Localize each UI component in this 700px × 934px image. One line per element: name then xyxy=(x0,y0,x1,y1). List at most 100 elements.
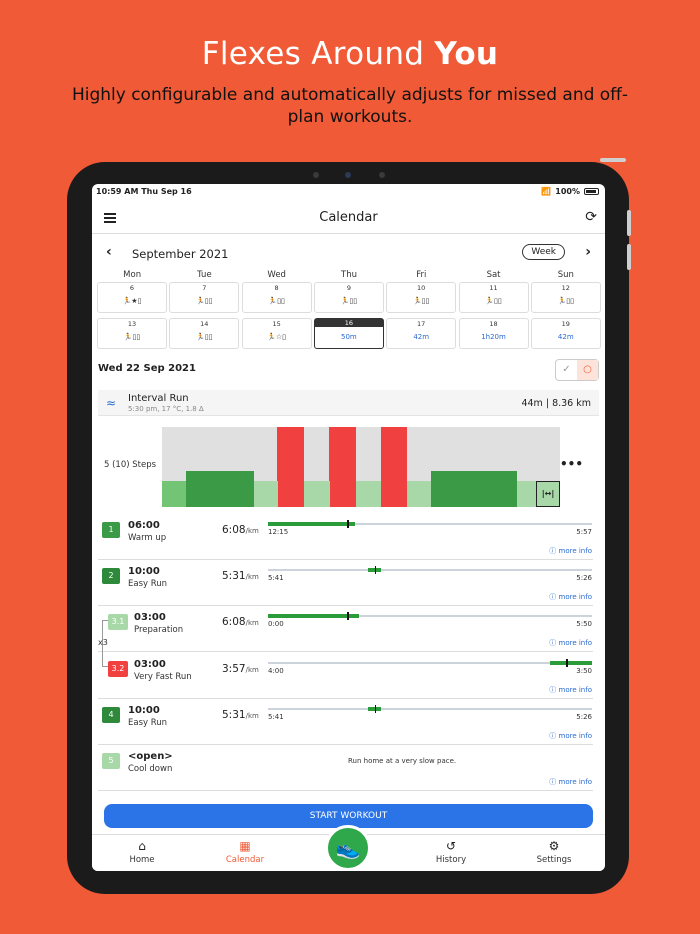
pace-min: 0:00 xyxy=(268,620,284,629)
pace-min: 4:00 xyxy=(268,666,284,675)
more-info-link[interactable]: ⓘ more info xyxy=(549,777,592,787)
volume-up-button xyxy=(627,210,631,236)
promo-title: Flexes Around You xyxy=(201,36,499,72)
calendar-day-9[interactable]: 9 🏃▯▯ xyxy=(313,282,384,313)
check-icon[interactable]: ✓ xyxy=(562,364,571,375)
profile-bar xyxy=(355,480,382,507)
day-workout-summary: 🏃▯▯ xyxy=(123,333,141,341)
day-number: 8 xyxy=(274,284,279,292)
pace-value: 3:57 xyxy=(222,662,246,675)
info-icon: ⓘ xyxy=(549,778,559,786)
calendar-day-8[interactable]: 8 🏃▯▯ xyxy=(241,282,312,313)
pace-min: 12:15 xyxy=(268,528,289,536)
profile-bar xyxy=(380,427,408,507)
day-number: 7 xyxy=(202,284,207,292)
battery-icon xyxy=(584,188,599,195)
fit-width-icon[interactable]: |↔| xyxy=(536,481,560,507)
pace-max: 3:50 xyxy=(576,666,592,675)
wifi-icon: 📶 xyxy=(541,187,552,196)
start-run-shoe-button[interactable]: 👟 xyxy=(325,825,371,871)
pace-target-marker xyxy=(374,704,377,713)
workout-card: ≈ Interval Run 5:30 pm, 17 °C, 1.8 ∆ 44m… xyxy=(98,390,599,800)
calendar-day-10[interactable]: 10 🏃▯▯ xyxy=(386,282,457,313)
calendar-day-18[interactable]: 18 1h20m xyxy=(458,318,529,349)
tab-calendar[interactable]: ▦ Calendar xyxy=(205,839,285,865)
step-row[interactable]: 2 10:00 Easy Run 5:31/km 5:41 5:26 ⓘ more info xyxy=(98,560,593,607)
pace-range-track xyxy=(268,704,592,713)
volume-down-button xyxy=(627,244,631,270)
step-row[interactable]: 3.2 03:00 Very Fast Run 3:57/km 4:00 3:50 ⓘ mo… xyxy=(98,653,593,699)
repeat-bracket xyxy=(102,620,108,667)
calendar-day-13[interactable]: 13 🏃▯▯ xyxy=(97,318,167,349)
more-info-link[interactable]: ⓘ more info xyxy=(549,638,592,648)
workout-duration: 44m xyxy=(521,398,543,409)
pace-range-fill xyxy=(549,660,592,665)
day-number: 17 xyxy=(417,320,426,328)
power-button xyxy=(600,158,626,162)
calendar-day-11[interactable]: 11 🏃▯▯ xyxy=(458,282,529,313)
step-pace: 6:08/km xyxy=(222,524,259,536)
workout-header[interactable]: ≈ Interval Run 5:30 pm, 17 °C, 1.8 ∆ 44m… xyxy=(98,390,599,416)
pace-range-fill xyxy=(268,522,356,526)
more-info-link[interactable]: ⓘ more info xyxy=(549,731,592,741)
info-icon: ⓘ xyxy=(549,639,559,648)
menu-icon[interactable] xyxy=(104,213,116,223)
calendar-day-19[interactable]: 19 42m xyxy=(530,318,601,349)
info-icon: ⓘ xyxy=(549,685,559,694)
more-options-icon[interactable]: ••• xyxy=(559,457,583,471)
step-row[interactable]: 4 10:00 Easy Run 5:31/km 5:41 5:26 ⓘ more info xyxy=(98,699,593,745)
app-screen: 10:59 AM Thu Sep 16 📶 100% Calendar ⟳ ‹ … xyxy=(92,184,605,871)
day-number: 15 xyxy=(272,320,281,328)
step-name: Warm up xyxy=(128,533,167,543)
month-bar: ‹ September 2021 Week › xyxy=(92,242,605,266)
calendar-day-14[interactable]: 14 🏃▯▯ xyxy=(169,318,240,349)
profile-bar xyxy=(185,471,255,507)
tab-settings[interactable]: ⚙ Settings xyxy=(514,839,594,865)
home-icon: ⌂ xyxy=(138,839,146,853)
days-of-week: Mon Tue Wed Thu Fri Sat Sun xyxy=(96,270,602,282)
workout-distance: 8.36 km xyxy=(552,398,591,409)
calendar-day-12[interactable]: 12 🏃▯▯ xyxy=(530,282,601,313)
week-view-button[interactable]: Week xyxy=(522,244,565,260)
pace-target-marker xyxy=(374,566,377,575)
calendar-day-7[interactable]: 7 🏃▯▯ xyxy=(169,282,240,313)
tab-home[interactable]: ⌂ Home xyxy=(102,839,182,865)
workout-summary: 44m | 8.36 km xyxy=(521,398,591,409)
start-workout-button[interactable]: START WORKOUT xyxy=(104,804,593,828)
day-workout-summary: 🏃☆▯ xyxy=(267,333,287,341)
step-duration: <open> xyxy=(128,751,173,762)
day-number: 14 xyxy=(200,320,209,328)
sync-icon[interactable]: ⟳ xyxy=(585,209,597,225)
step-row[interactable]: 3.1 03:00 Preparation 6:08/km 0:00 5:50 ⓘ more… xyxy=(98,606,593,653)
tab-label: Home xyxy=(129,855,155,865)
more-info-label: more info xyxy=(558,593,593,602)
info-icon: ⓘ xyxy=(549,547,559,555)
day-workout-summary: 🏃▯▯ xyxy=(485,297,502,305)
step-row[interactable]: 1 06:00 Warm up 6:08/km 12:15 5:57 ⓘ more info xyxy=(98,514,593,560)
dow-label: Wed xyxy=(267,270,286,280)
pace-min: 5:41 xyxy=(268,712,284,721)
pace-unit: /km xyxy=(245,711,259,720)
step-duration: 06:00 xyxy=(128,520,160,531)
circle-icon[interactable]: ○ xyxy=(577,360,598,380)
step-row[interactable]: 5 <open> Cool down Run home at a very slow … xyxy=(98,745,593,791)
day-number: 9 xyxy=(346,284,351,292)
step-duration: 10:00 xyxy=(128,566,160,578)
day-workout-summary: 🏃▯▯ xyxy=(196,297,213,305)
prev-month-button[interactable]: ‹ xyxy=(106,244,112,260)
tab-history[interactable]: ↺ History xyxy=(411,839,491,865)
more-info-link[interactable]: ⓘ more info xyxy=(549,685,592,695)
pace-range-fill xyxy=(268,614,359,619)
more-info-link[interactable]: ⓘ more info xyxy=(549,592,592,602)
calendar-day-15[interactable]: 15 🏃☆▯ xyxy=(241,318,312,349)
pace-value: 5:31 xyxy=(222,708,246,721)
promo-subtitle: Highly configurable and automatically ad… xyxy=(71,85,629,127)
view-toggle[interactable]: ✓ ○ xyxy=(555,359,599,381)
more-info-link[interactable]: ⓘ more info xyxy=(549,546,592,556)
workout-profile-chart: |↔| xyxy=(162,427,560,507)
next-month-button[interactable]: › xyxy=(585,244,591,260)
page-title: Calendar xyxy=(319,210,378,225)
calendar-day-17[interactable]: 17 42m xyxy=(386,318,457,349)
calendar-day-6[interactable]: 6 🏃★▯ xyxy=(97,282,167,313)
calendar-day-16[interactable]: 16 50m xyxy=(313,318,384,349)
